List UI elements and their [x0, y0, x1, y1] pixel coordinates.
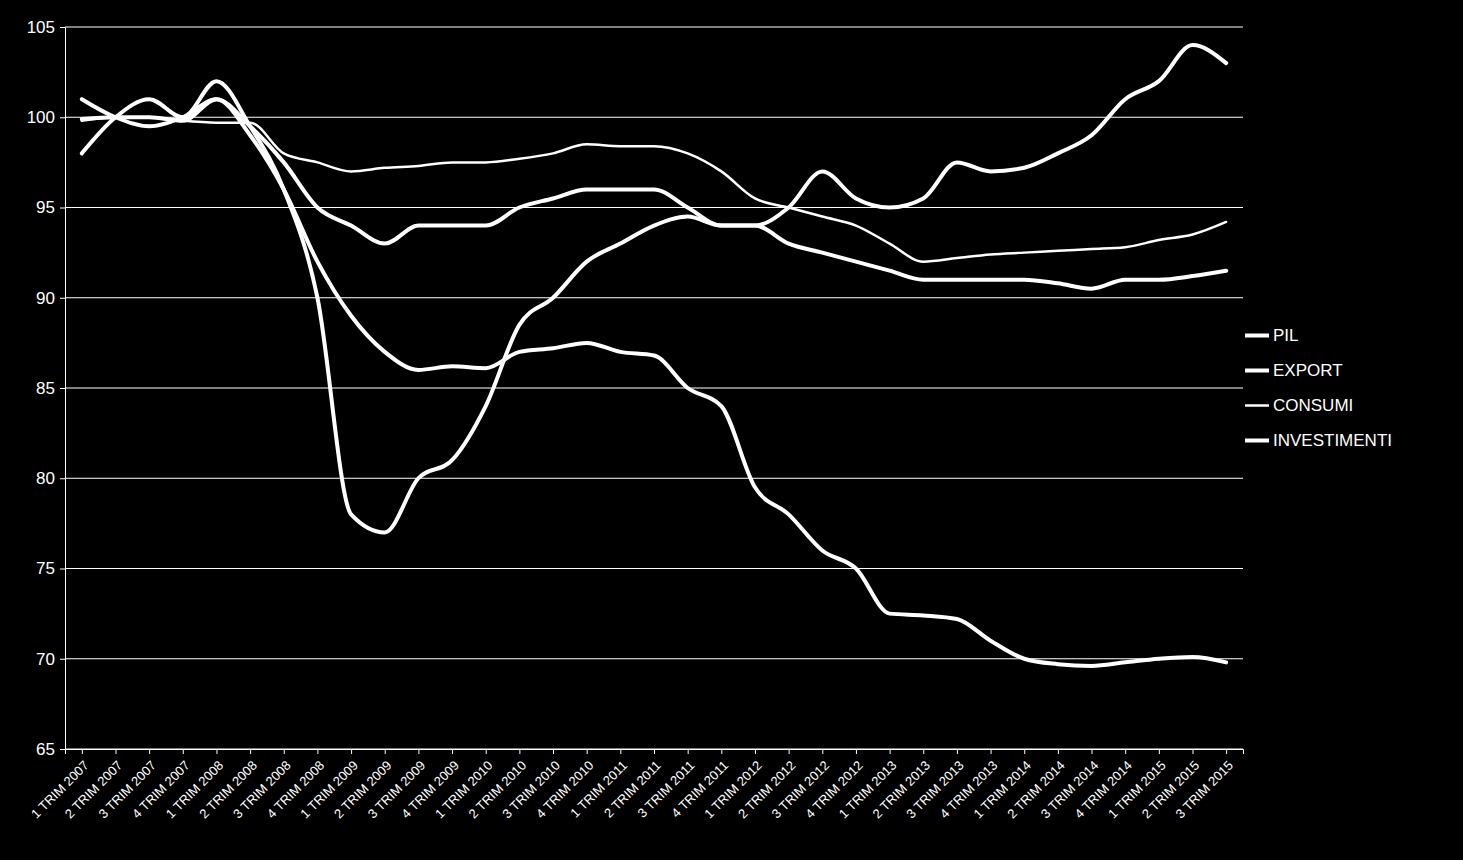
y-tick-mark — [60, 208, 65, 209]
legend-item: EXPORT — [1245, 361, 1343, 380]
x-tick-mark — [115, 749, 116, 754]
y-tick-mark — [60, 27, 65, 28]
y-tick-mark — [60, 569, 65, 570]
y-tick-label: 85 — [36, 379, 55, 398]
x-tick-mark — [755, 749, 756, 754]
x-axis: 1 TRIM 20072 TRIM 20073 TRIM 20074 TRIM … — [28, 749, 1243, 821]
legend-swatch — [1245, 334, 1269, 338]
x-tick-mark — [721, 749, 722, 754]
x-tick-mark — [789, 749, 790, 754]
y-tick: 90 — [36, 289, 65, 308]
x-tick-mark — [418, 749, 419, 754]
x-tick-mark — [486, 749, 487, 754]
grid-line — [65, 568, 1243, 569]
y-tick-mark — [60, 478, 65, 479]
x-tick-mark — [856, 749, 857, 754]
x-tick-mark — [183, 749, 184, 754]
y-tick-mark — [60, 298, 65, 299]
x-tick-mark — [553, 749, 554, 754]
y-tick-label: 95 — [36, 198, 55, 217]
x-tick-mark — [1159, 749, 1160, 754]
legend-item: PIL — [1245, 326, 1299, 345]
x-tick-mark — [149, 749, 150, 754]
grid-line — [65, 297, 1243, 298]
y-tick: 85 — [36, 379, 65, 398]
x-tick-mark — [587, 749, 588, 754]
y-tick: 65 — [36, 740, 65, 759]
y-tick-mark — [60, 659, 65, 660]
x-tick-mark — [822, 749, 823, 754]
y-tick: 105 — [27, 18, 65, 37]
legend-swatch — [1245, 404, 1269, 407]
grid-line — [65, 207, 1243, 208]
x-tick-mark — [1125, 749, 1126, 754]
grid — [65, 27, 1243, 749]
y-tick-label: 65 — [36, 740, 55, 759]
y-tick-label: 80 — [36, 469, 55, 488]
x-tick-mark — [957, 749, 958, 754]
legend-swatch — [1245, 369, 1269, 373]
x-tick-mark — [1058, 749, 1059, 754]
legend-swatch — [1245, 439, 1269, 443]
x-tick: 3 TRIM 2015 — [1172, 749, 1236, 821]
y-tick: 70 — [36, 650, 65, 669]
legend-label: INVESTIMENTI — [1273, 431, 1392, 450]
x-tick-mark — [1092, 749, 1093, 754]
x-tick-mark — [519, 749, 520, 754]
x-tick-mark — [923, 749, 924, 754]
background — [0, 0, 1463, 860]
x-tick-mark — [351, 749, 352, 754]
x-tick-mark — [317, 749, 318, 754]
y-tick-mark — [60, 117, 65, 118]
x-tick-mark — [452, 749, 453, 754]
x-tick-label: 3 TRIM 2015 — [1172, 758, 1236, 822]
y-tick-mark — [60, 388, 65, 389]
legend-item: CONSUMI — [1245, 396, 1353, 415]
series-line — [82, 45, 1226, 532]
series-line — [82, 99, 1226, 666]
y-tick: 95 — [36, 198, 65, 217]
chart: 65 70 75 80 85 90 95 100 105 1 TRIM 20072 TRIM 20… — [0, 0, 1463, 860]
x-tick-mark — [991, 749, 992, 754]
y-axis: 65 70 75 80 85 90 95 100 105 — [27, 18, 66, 759]
legend-label: PIL — [1273, 326, 1299, 345]
x-tick-mark — [688, 749, 689, 754]
x-tick-mark — [82, 749, 83, 754]
x-axis-line — [66, 750, 1244, 755]
y-tick-label: 75 — [36, 559, 55, 578]
y-tick-label: 105 — [27, 18, 55, 37]
x-tick-mark — [284, 749, 285, 754]
y-tick: 100 — [27, 108, 65, 127]
x-tick-mark — [1193, 749, 1194, 754]
y-axis-line — [60, 28, 66, 750]
legend-item: INVESTIMENTI — [1245, 431, 1392, 450]
y-tick-label: 90 — [36, 289, 55, 308]
y-tick-label: 70 — [36, 650, 55, 669]
grid-line — [65, 388, 1243, 389]
x-tick-mark — [216, 749, 217, 754]
x-tick-mark — [1226, 749, 1227, 754]
y-tick-mark — [60, 749, 65, 750]
y-tick: 75 — [36, 559, 65, 578]
x-tick-mark — [890, 749, 891, 754]
grid-line — [65, 27, 1243, 28]
x-tick-mark — [1024, 749, 1025, 754]
legend-label: CONSUMI — [1273, 396, 1353, 415]
legend: PIL EXPORT CONSUMI INVESTIMENTI — [1245, 326, 1392, 450]
x-tick-mark — [385, 749, 386, 754]
grid-line — [65, 658, 1243, 659]
x-tick-mark — [620, 749, 621, 754]
x-tick-mark — [250, 749, 251, 754]
lines — [82, 45, 1226, 666]
series-line — [82, 99, 1226, 289]
x-tick-mark — [654, 749, 655, 754]
legend-label: EXPORT — [1273, 361, 1343, 380]
grid-line — [65, 478, 1243, 479]
y-tick: 80 — [36, 469, 65, 488]
plot: 65 70 75 80 85 90 95 100 105 1 TRIM 20072 TRIM 20… — [27, 18, 1244, 821]
y-tick-label: 100 — [27, 108, 55, 127]
